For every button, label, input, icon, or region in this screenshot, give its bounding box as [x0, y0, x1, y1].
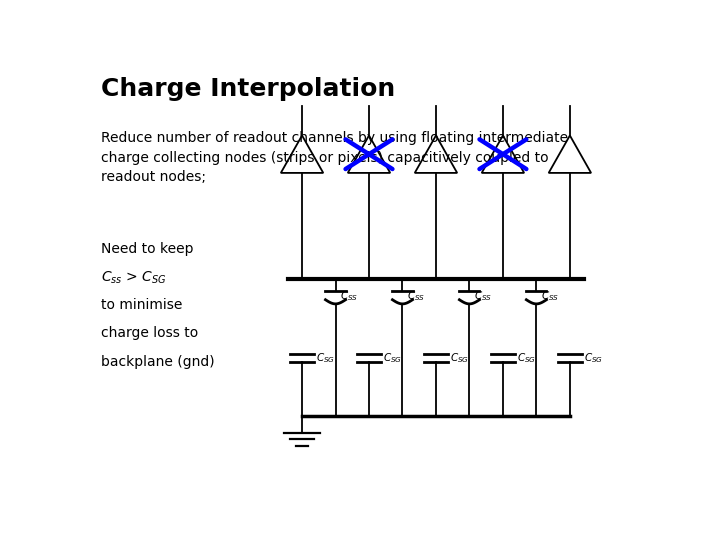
Text: Need to keep: Need to keep — [101, 241, 194, 255]
Text: $C_{SG}$: $C_{SG}$ — [584, 351, 603, 365]
Text: $C_{SG}$: $C_{SG}$ — [450, 351, 469, 365]
Text: Charge Interpolation: Charge Interpolation — [101, 77, 395, 102]
Text: charge loss to: charge loss to — [101, 326, 199, 340]
Text: $C_{SS}$: $C_{SS}$ — [541, 289, 559, 303]
Text: Reduce number of readout channels by using floating intermediate
charge collecti: Reduce number of readout channels by usi… — [101, 131, 568, 184]
Text: $C_{SG}$: $C_{SG}$ — [383, 351, 402, 365]
Text: $C_{SS}$: $C_{SS}$ — [407, 289, 426, 303]
Text: $C_{ss}$ > $C_{SG}$: $C_{ss}$ > $C_{SG}$ — [101, 270, 167, 286]
Text: $C_{SS}$: $C_{SS}$ — [474, 289, 492, 303]
Text: $C_{SS}$: $C_{SS}$ — [340, 289, 359, 303]
Text: $C_{SG}$: $C_{SG}$ — [316, 351, 335, 365]
Text: to minimise: to minimise — [101, 298, 183, 312]
Text: backplane (gnd): backplane (gnd) — [101, 355, 215, 369]
Text: $C_{SG}$: $C_{SG}$ — [517, 351, 536, 365]
